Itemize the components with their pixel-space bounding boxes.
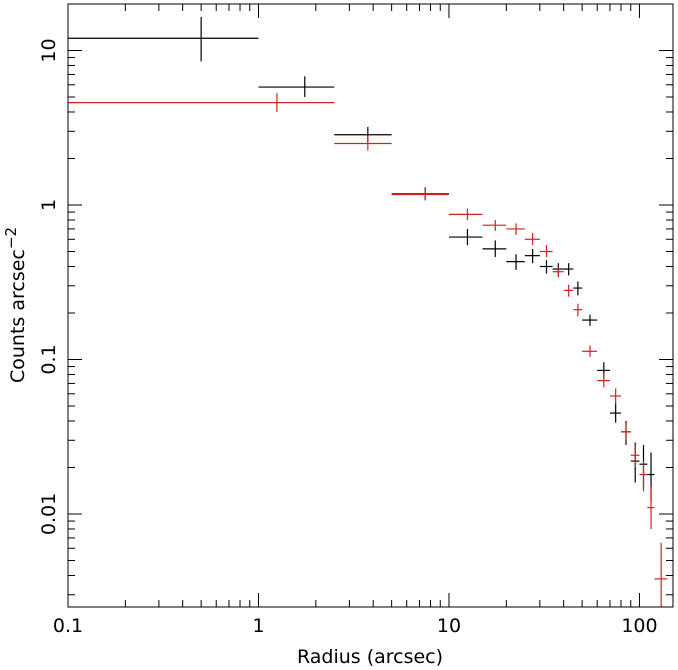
data-point (654, 542, 668, 607)
data-point (609, 388, 621, 404)
data-point (448, 228, 483, 246)
x-axis-ticks (67, 4, 640, 607)
data-point (563, 263, 574, 276)
x-tick-label: 100 (621, 615, 657, 637)
x-tick-label: 0.1 (53, 615, 83, 637)
data-point (334, 126, 392, 143)
x-tick-label: 10 (437, 615, 461, 637)
plot-frame (67, 3, 674, 608)
x-axis-label: Radius (arcsec) (297, 646, 443, 668)
y-axis-tick-labels: 0.01 0.1 1 10 (38, 38, 60, 535)
data-point (647, 486, 655, 529)
data-point (582, 345, 598, 357)
data-point (391, 188, 449, 201)
data-point (563, 284, 574, 297)
data-point (482, 219, 507, 231)
series-2 (68, 93, 668, 607)
y-tick-label: 0.01 (38, 493, 60, 535)
data-point (482, 240, 507, 258)
y-tick-label: 1 (38, 199, 60, 211)
data-point (573, 303, 583, 317)
data-point (334, 135, 392, 151)
chart-marks (68, 16, 668, 607)
data-point (506, 254, 525, 270)
data-point (539, 245, 553, 258)
y-axis-label-text: Counts arcsec (7, 249, 29, 383)
data-point (597, 373, 610, 388)
y-axis-ticks (68, 3, 673, 596)
data-point (639, 461, 648, 492)
data-point (620, 422, 631, 441)
data-point (524, 232, 540, 246)
series-1 (68, 16, 655, 502)
data-point (68, 93, 335, 112)
data-point (391, 187, 449, 200)
y-axis-label: Counts arcsec−2 (2, 227, 29, 383)
data-point (258, 76, 335, 98)
data-point (539, 260, 553, 274)
data-point (552, 266, 564, 278)
data-point (448, 208, 483, 220)
x-tick-label: 1 (252, 615, 264, 637)
data-point (68, 16, 259, 62)
x-axis-tick-labels: 0.1 1 10 100 (53, 615, 658, 637)
data-point (609, 403, 621, 423)
data-point (573, 281, 583, 296)
data-point (506, 223, 525, 235)
y-axis-label-exponent: −2 (2, 227, 20, 249)
data-point (524, 248, 540, 264)
data-point (630, 444, 640, 468)
y-tick-label: 10 (38, 38, 60, 62)
data-point (582, 314, 598, 326)
y-tick-label: 0.1 (38, 344, 60, 374)
